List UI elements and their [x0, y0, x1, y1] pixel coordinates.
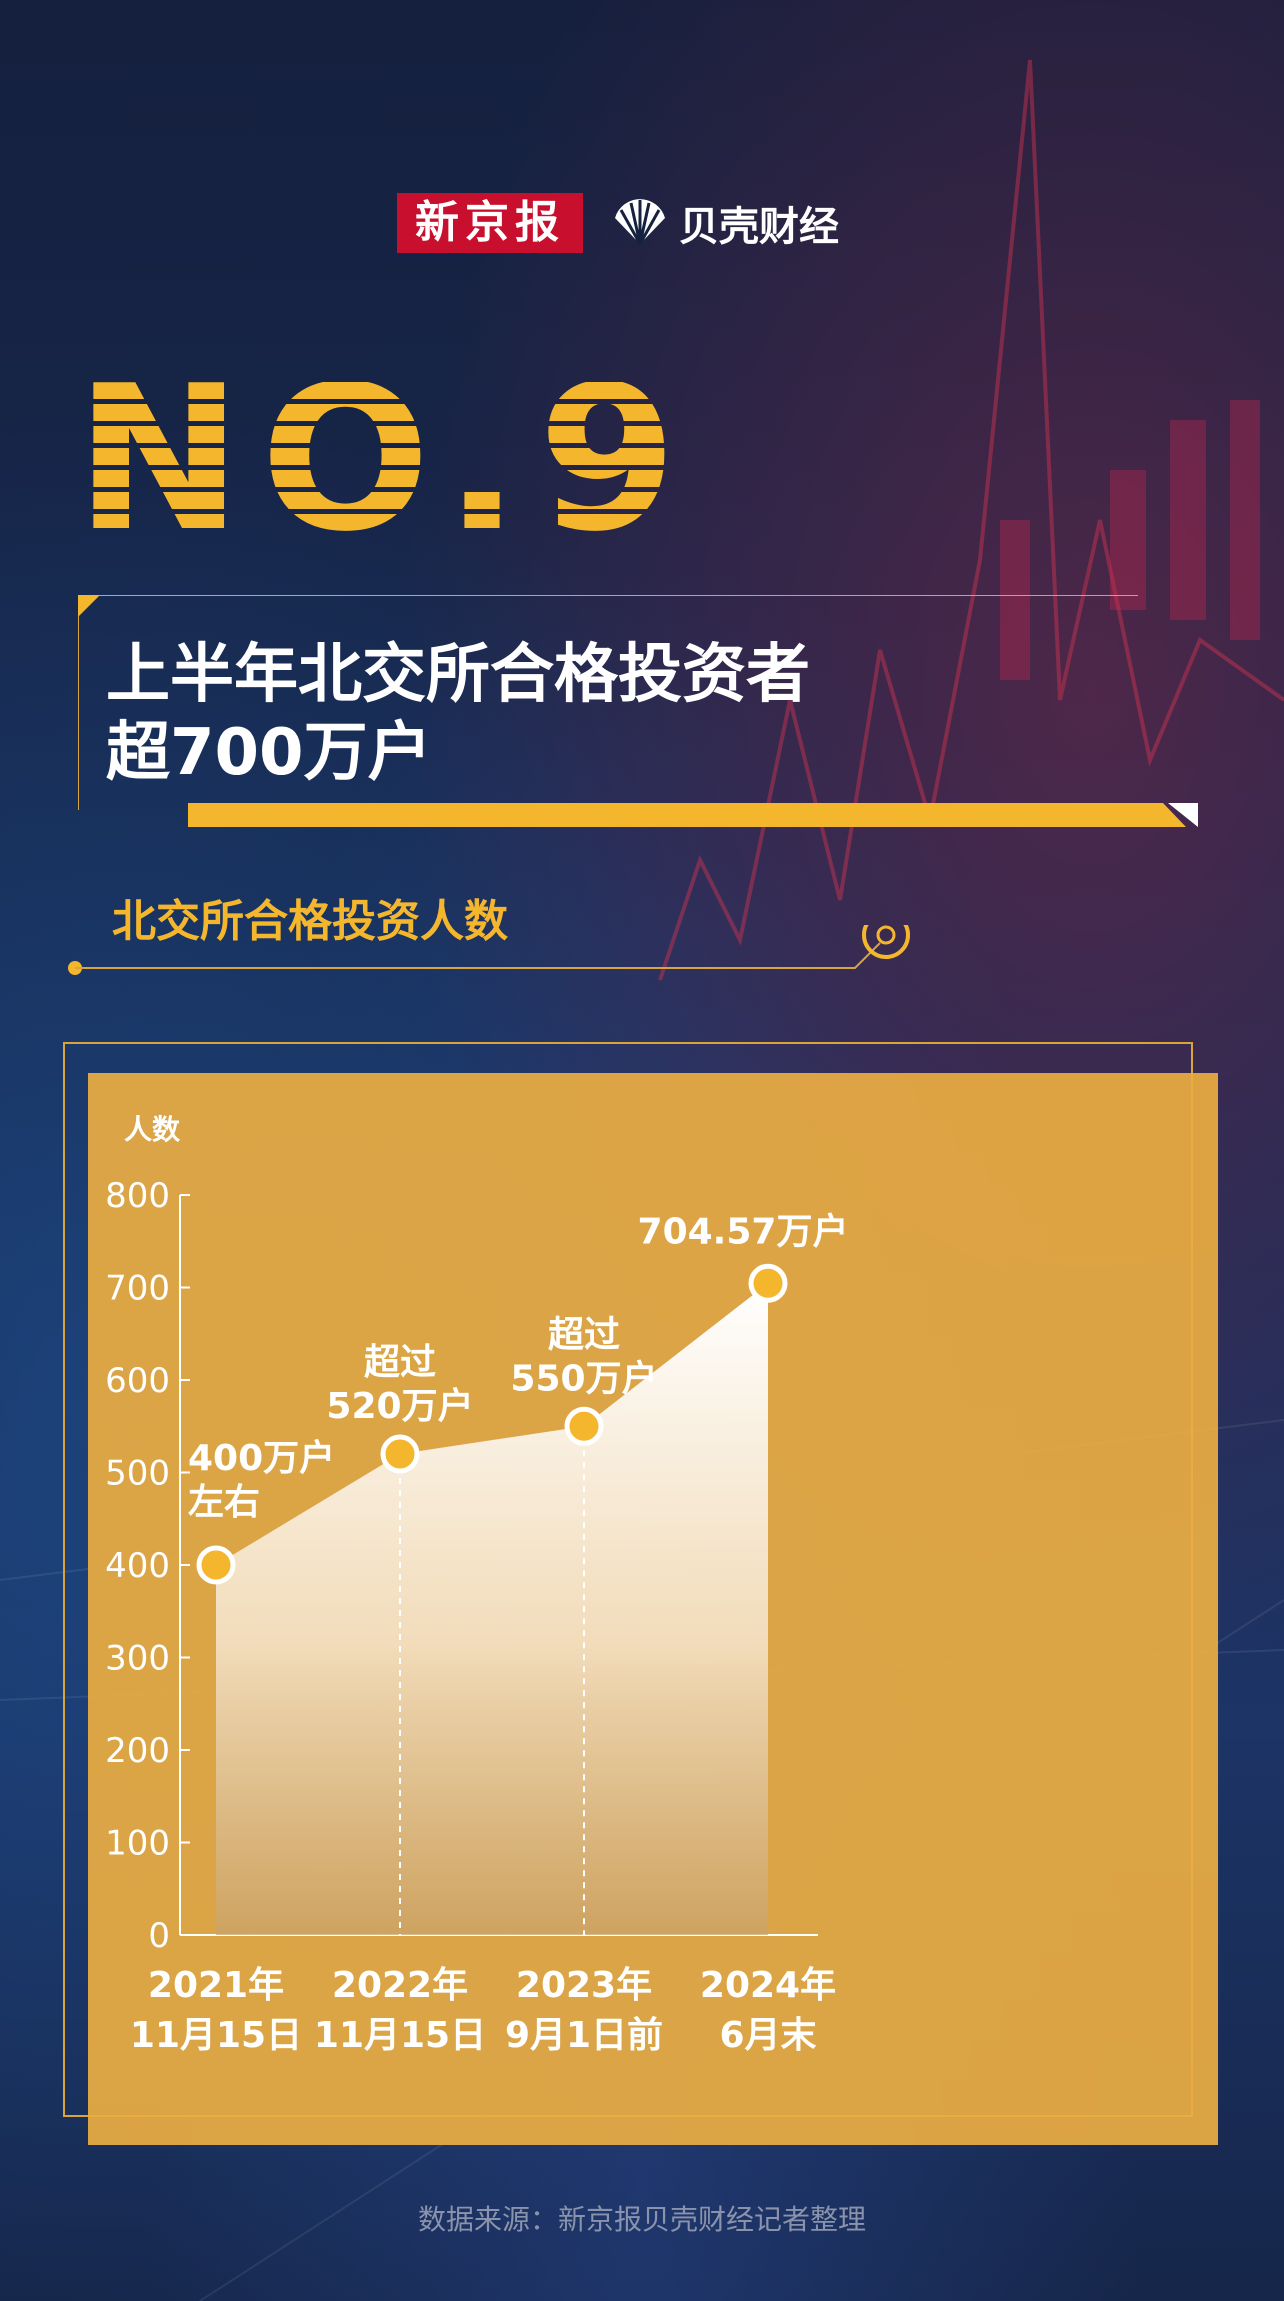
y-tick-label: 100: [105, 1824, 170, 1864]
data-label: 超过: [548, 1314, 620, 1355]
data-point: [748, 1263, 788, 1303]
y-tick-label: 800: [105, 1176, 170, 1216]
y-tick-label: 200: [105, 1731, 170, 1771]
area-series: [216, 1283, 768, 1935]
chart-subtitle: 北交所合格投资人数: [112, 896, 508, 947]
y-tick-label: 0: [148, 1916, 170, 1956]
y-tick-label: 600: [105, 1361, 170, 1401]
title-line-1: 上半年北交所合格投资者: [106, 638, 810, 712]
y-tick-label: 700: [105, 1269, 170, 1309]
y-tick-label: 400: [105, 1546, 170, 1586]
x-tick-label: 11月15日: [130, 2015, 302, 2056]
x-tick-label: 2024年: [700, 1965, 836, 2006]
source-note: 数据来源：新京报贝壳财经记者整理: [417, 2203, 866, 2236]
x-tick-label: 9月1日前: [505, 2015, 663, 2056]
title-box: 上半年北交所合格投资者 超700万户: [78, 595, 1198, 827]
title-line-2: 超700万户: [106, 716, 432, 790]
x-tick-label: 2021年: [148, 1965, 284, 2006]
y-tick-label: 300: [105, 1639, 170, 1679]
data-point: [564, 1406, 604, 1446]
data-point: [380, 1434, 420, 1474]
x-tick-label: 11月15日: [314, 2015, 486, 2056]
data-point: [196, 1545, 236, 1585]
data-label: 704.57万户: [638, 1211, 849, 1252]
beike-logo-text: 贝壳财经: [679, 204, 839, 250]
shell-icon: [615, 199, 665, 245]
data-label: 520万户: [326, 1386, 473, 1427]
data-label: 超过: [364, 1342, 436, 1383]
data-label: 400万户: [188, 1438, 335, 1479]
subtitle-rule: [68, 925, 910, 975]
x-tick-label: 6月末: [719, 2015, 816, 2056]
chart-panel: 人数 0 100 200 300 400 500 600 700 800 400万户 左右 超过 52…: [88, 1073, 1218, 2145]
header-logos: 新京报 贝壳财经: [397, 193, 839, 253]
x-tick-label: 2023年: [516, 1965, 652, 2006]
rank-badge: NO.9: [75, 343, 696, 576]
y-axis-label: 人数: [124, 1113, 181, 1146]
y-tick-label: 500: [105, 1454, 170, 1494]
title-frame: [78, 595, 1198, 827]
target-icon: [862, 925, 910, 959]
data-label: 550万户: [510, 1358, 657, 1399]
beike-logo: 贝壳财经: [611, 194, 839, 252]
data-label: 左右: [188, 1482, 260, 1523]
xinjingbao-logo: 新京报: [397, 193, 583, 253]
x-tick-label: 2022年: [332, 1965, 468, 2006]
